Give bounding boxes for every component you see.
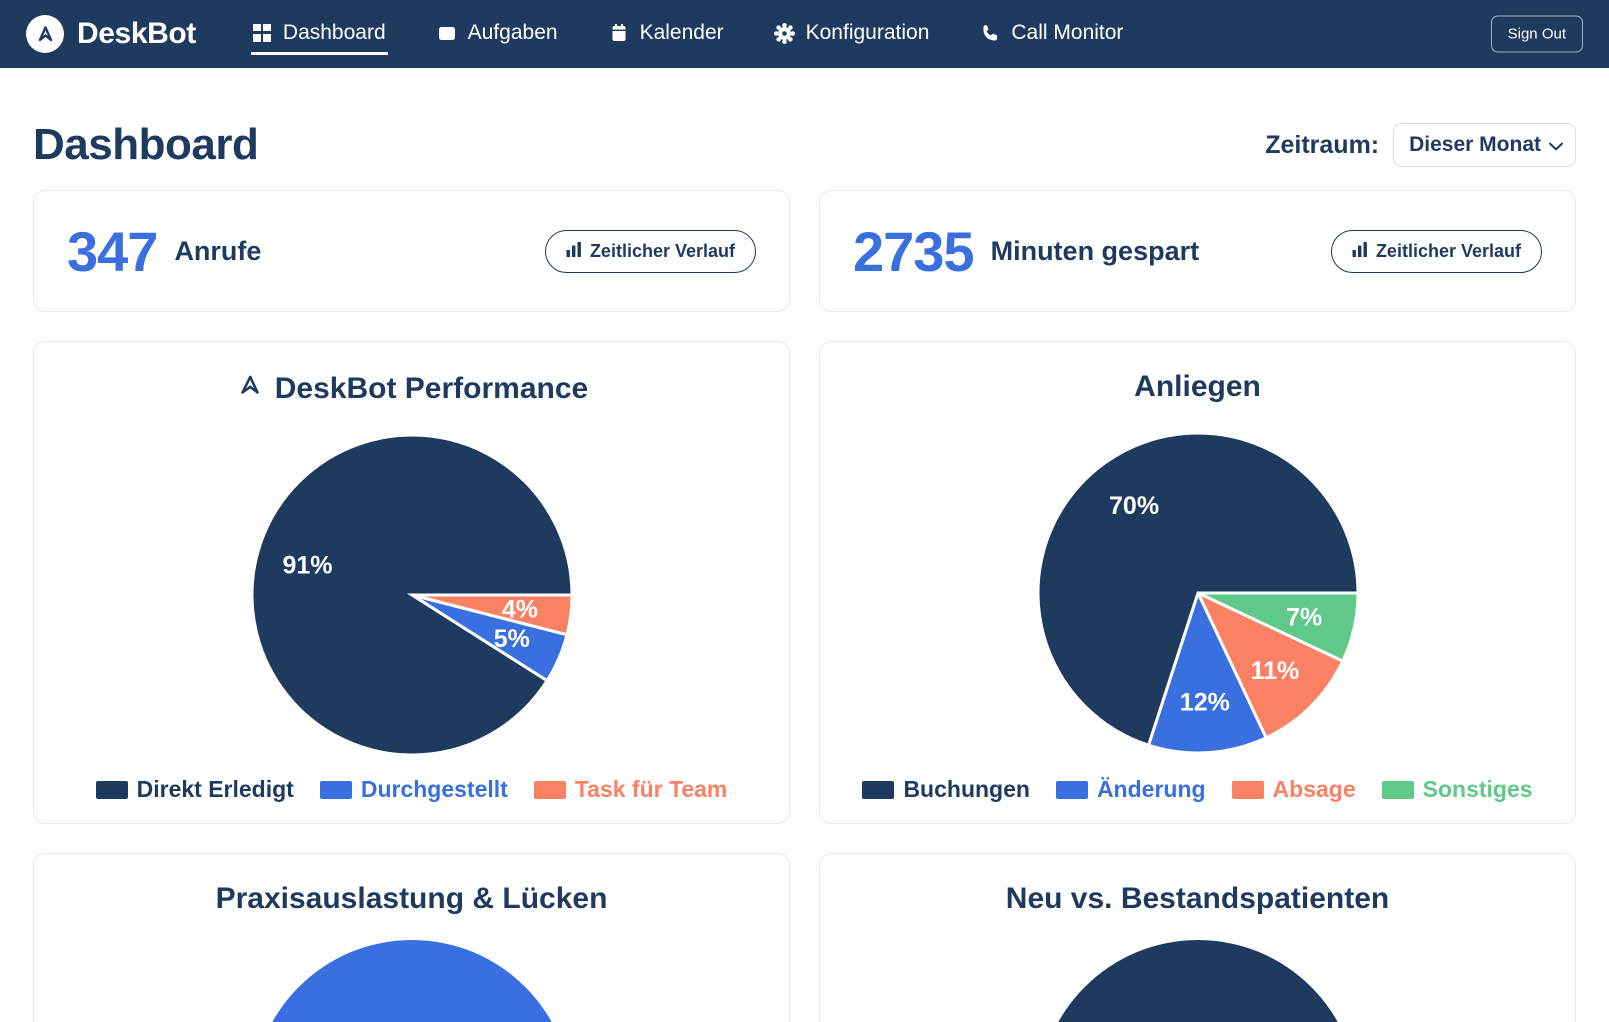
gear-icon xyxy=(774,22,796,44)
pie-slice-label: 91% xyxy=(282,552,332,580)
chart-title-row: Neu vs. Bestandspatienten xyxy=(840,882,1555,916)
phone-icon xyxy=(979,22,1001,44)
chart-card-praxisauslastung: Praxisauslastung & Lücken xyxy=(33,853,790,1022)
legend-label: Buchungen xyxy=(903,776,1030,802)
legend-item[interactable]: Sonstiges xyxy=(1381,776,1533,803)
nav-item-label: Dashboard xyxy=(282,21,386,44)
nav-item-call-monitor[interactable]: Call Monitor xyxy=(977,13,1125,55)
kpi-card-minuten-gespart: 2735 Minuten gespart Zeitlicher Verlauf xyxy=(819,190,1576,312)
timeline-button-minuten[interactable]: Zeitlicher Verlauf xyxy=(1330,229,1542,273)
pie-slice[interactable] xyxy=(1146,588,1268,753)
legend-item[interactable]: Buchungen xyxy=(862,776,1030,803)
time-range-select[interactable]: Dieser Monat xyxy=(1393,123,1576,167)
calendar-icon xyxy=(608,22,630,44)
pie-svg: 4%5%91% xyxy=(251,435,572,755)
legend-item[interactable]: Absage xyxy=(1231,776,1356,803)
chart-title: Anliegen xyxy=(1134,370,1261,403)
dashboard-grid: 347 Anrufe Zeitlicher Verlauf 2735 Minut… xyxy=(0,190,1609,1022)
legend-item[interactable]: Task für Team xyxy=(533,776,728,803)
pie-chart-praxisauslastung[interactable] xyxy=(54,940,769,1022)
chart-legend-anliegen: Buchungen Änderung Absage Sonstiges xyxy=(840,776,1555,823)
pie-slice-label: 7% xyxy=(1286,604,1322,632)
time-range-control: Zeitraum: Dieser Monat xyxy=(1265,123,1576,167)
brand-name: DeskBot xyxy=(77,17,196,50)
pie-svg xyxy=(271,940,552,1022)
legend-swatch xyxy=(95,780,128,799)
kpi-value: 347 xyxy=(67,219,158,283)
pie-slice-label: 11% xyxy=(1250,657,1299,685)
chart-title: Praxisauslastung & Lücken xyxy=(215,882,608,915)
kpi-label: Anrufe xyxy=(174,235,262,266)
kpi-value: 2735 xyxy=(853,219,975,283)
nav-item-dashboard[interactable]: Dashboard xyxy=(249,13,388,55)
page-title: Dashboard xyxy=(33,120,259,169)
pie-chart-neu-vs-bestand[interactable] xyxy=(840,940,1555,1022)
legend-label: Durchgestellt xyxy=(360,776,508,802)
pie-svg: 7% 11% 12% 70% xyxy=(1037,433,1358,753)
legend-item[interactable]: Direkt Erledigt xyxy=(95,776,294,803)
pie-slice-label: 12% xyxy=(1179,689,1229,717)
nav-item-label: Aufgaben xyxy=(467,21,558,44)
chart-card-neu-vs-bestand: Neu vs. Bestandspatienten xyxy=(819,853,1576,1022)
grid-icon xyxy=(251,22,273,44)
pie-svg xyxy=(1057,940,1338,1022)
nav-item-label: Call Monitor xyxy=(1011,21,1124,44)
pie-slice[interactable] xyxy=(1194,589,1345,740)
kpi-label: Minuten gespart xyxy=(990,235,1200,266)
deskbot-mark-icon xyxy=(235,370,265,408)
chart-title-row: Anliegen xyxy=(840,370,1555,404)
timeline-button-anrufe[interactable]: Zeitlicher Verlauf xyxy=(544,229,756,273)
chart-card-anliegen: Anliegen 7% 11% 12% 70% Buchungen Änderung Ab… xyxy=(819,341,1576,824)
page-header: Dashboard Zeitraum: Dieser Monat xyxy=(0,120,1609,170)
timeline-button-label: Zeitlicher Verlauf xyxy=(1375,240,1521,261)
time-range-label: Zeitraum: xyxy=(1265,130,1380,159)
nav-item-konfiguration[interactable]: Konfiguration xyxy=(772,13,932,55)
chart-legend-deskbot-performance: Direkt Erledigt Durchgestellt Task für Tea… xyxy=(54,776,769,823)
legend-swatch xyxy=(1231,780,1264,799)
chart-title: DeskBot Performance xyxy=(274,372,589,405)
legend-item[interactable]: Änderung xyxy=(1055,776,1206,803)
nav-item-label: Konfiguration xyxy=(805,21,930,44)
nav-item-aufgaben[interactable]: Aufgaben xyxy=(434,13,560,55)
nav-item-kalender[interactable]: Kalender xyxy=(606,13,726,55)
nav-item-label: Kalender xyxy=(639,21,724,44)
bar-chart-icon xyxy=(1352,241,1369,262)
brand[interactable]: DeskBot xyxy=(26,15,196,53)
time-range-value: Dieser Monat xyxy=(1409,133,1541,156)
legend-label: Sonstiges xyxy=(1422,776,1533,802)
timeline-button-label: Zeitlicher Verlauf xyxy=(589,240,735,261)
legend-swatch xyxy=(319,780,352,799)
pie-chart-deskbot-performance[interactable]: 4% 5% 91% xyxy=(54,414,769,776)
chart-title-row: DeskBot Performance xyxy=(54,370,769,408)
pie-slice[interactable] xyxy=(1037,433,1358,748)
sign-out-button[interactable]: Sign Out xyxy=(1490,15,1583,53)
chart-title-row: Praxisauslastung & Lücken xyxy=(54,882,769,916)
pie-slice-label: 70% xyxy=(1109,492,1159,520)
pie-chart-anliegen[interactable]: 7% 11% 12% 70% xyxy=(840,410,1555,776)
chart-card-deskbot-performance: DeskBot Performance 4% 5% 91% Direkt Erled… xyxy=(33,341,790,824)
legend-swatch xyxy=(862,780,895,799)
legend-label: Direkt Erledigt xyxy=(136,776,294,802)
pie-slice xyxy=(1057,940,1338,1022)
legend-swatch xyxy=(533,780,566,799)
chevron-down-icon xyxy=(1549,133,1563,157)
bar-chart-icon xyxy=(566,241,583,262)
legend-swatch xyxy=(1055,780,1088,799)
legend-label: Änderung xyxy=(1096,776,1206,802)
legend-label: Task für Team xyxy=(574,776,728,802)
pie-slice xyxy=(271,940,552,1022)
legend-swatch xyxy=(1381,780,1414,799)
pie-slice-label: 5% xyxy=(493,625,529,653)
chart-title: Neu vs. Bestandspatienten xyxy=(1005,882,1390,915)
legend-label: Absage xyxy=(1272,776,1356,802)
pie-slice[interactable] xyxy=(251,435,572,755)
kpi-card-anrufe: 347 Anrufe Zeitlicher Verlauf xyxy=(33,190,790,312)
nav-items: Dashboard Aufgaben Kalender xyxy=(226,13,1149,55)
top-navbar: DeskBot Dashboard Aufgaben xyxy=(0,0,1609,68)
deskbot-logo-icon xyxy=(26,15,64,53)
legend-item[interactable]: Durchgestellt xyxy=(319,776,508,803)
square-icon xyxy=(436,22,458,44)
